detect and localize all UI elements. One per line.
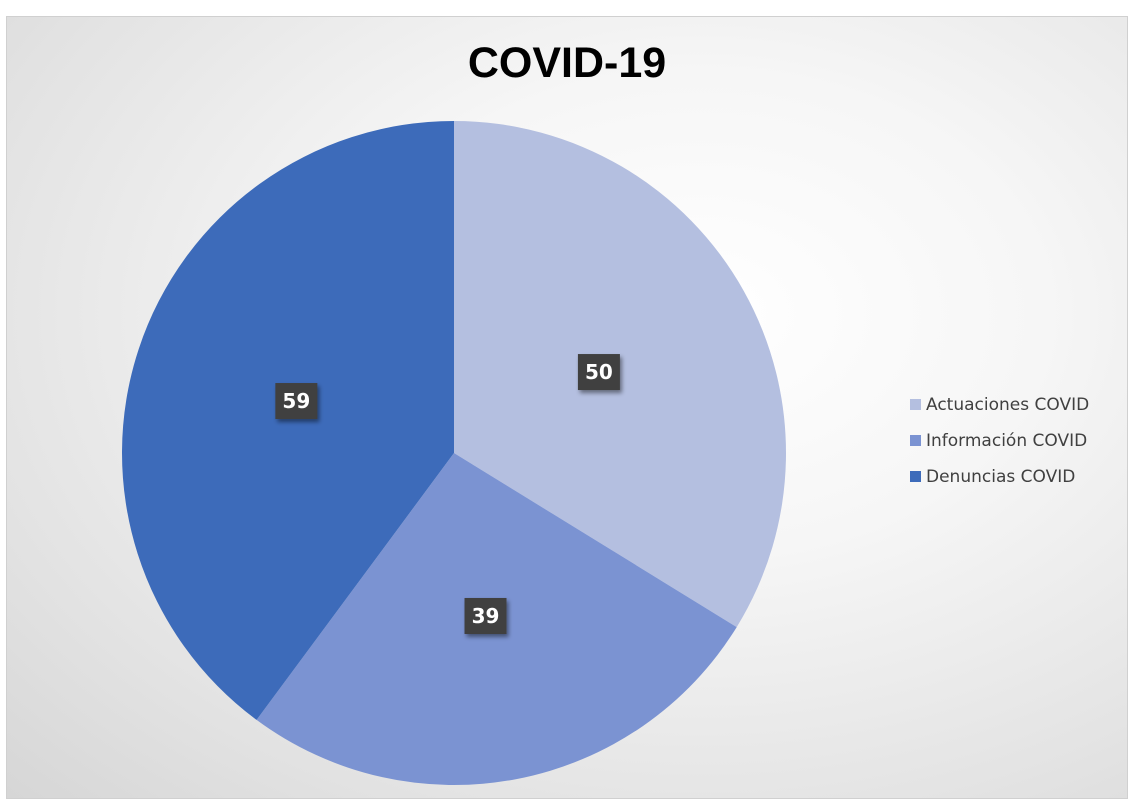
legend: Actuaciones COVID Información COVID Denunc…	[910, 391, 1089, 499]
legend-label: Denuncias COVID	[926, 466, 1076, 487]
pie-slice	[454, 121, 787, 628]
legend-label: Información COVID	[926, 430, 1088, 451]
data-label: 50	[577, 354, 620, 391]
pie-chart: 50 39 59	[121, 120, 787, 785]
data-label: 39	[464, 597, 507, 634]
pie-data-labels: 50 39 59	[275, 354, 620, 634]
legend-swatch	[910, 471, 921, 482]
chart-title: COVID-19	[467, 39, 667, 87]
data-label-text: 59	[282, 389, 310, 413]
pie-slices	[121, 120, 787, 785]
legend-label: Actuaciones COVID	[926, 394, 1090, 415]
legend-swatch	[910, 435, 921, 446]
legend-item: Información COVID	[910, 427, 1089, 454]
data-label-text: 50	[585, 360, 613, 384]
data-label-box	[464, 597, 507, 634]
chart-area: COVID-19 50 39 59 Actuaciones COVID Informa…	[6, 16, 1128, 799]
data-label: 59	[275, 383, 318, 420]
legend-item: Denuncias COVID	[910, 463, 1089, 490]
data-label-text: 39	[472, 604, 500, 628]
data-label-box	[275, 383, 318, 420]
data-label-box	[577, 354, 620, 391]
pie-slice	[121, 120, 455, 720]
legend-swatch	[910, 399, 921, 410]
legend-item: Actuaciones COVID	[910, 391, 1089, 418]
